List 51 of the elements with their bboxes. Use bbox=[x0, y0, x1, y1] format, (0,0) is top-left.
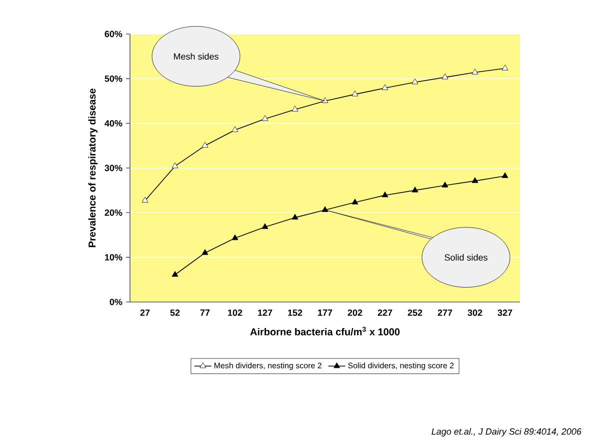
point bbox=[502, 172, 508, 178]
x-tick-label: 227 bbox=[378, 310, 392, 316]
x-tick-label: 127 bbox=[258, 310, 272, 316]
x-tick-label: 327 bbox=[498, 310, 512, 316]
point bbox=[172, 162, 178, 168]
point bbox=[382, 192, 388, 198]
text: Lago et.al., J Dairy Sci 89:4014, 2006 bbox=[432, 428, 582, 436]
point bbox=[442, 74, 448, 80]
y-axis-title: Prevalence of respiratory disease bbox=[88, 88, 98, 248]
point bbox=[262, 115, 268, 121]
point bbox=[412, 186, 418, 192]
point bbox=[322, 97, 328, 103]
x-tick-label: 202 bbox=[348, 310, 362, 316]
y-tick-label: 0% bbox=[110, 298, 122, 306]
point bbox=[232, 234, 238, 240]
x-tick-label: 152 bbox=[288, 310, 302, 316]
point bbox=[472, 68, 478, 74]
point bbox=[502, 64, 508, 70]
y-tick-label: 40% bbox=[104, 120, 122, 127]
point bbox=[232, 126, 238, 132]
point bbox=[442, 182, 448, 188]
point bbox=[262, 223, 268, 229]
annotation: Solid sides bbox=[444, 254, 488, 261]
x-tick-label: 277 bbox=[438, 310, 452, 316]
point bbox=[412, 78, 418, 84]
x-tick-label: 252 bbox=[408, 310, 422, 316]
point bbox=[292, 214, 298, 220]
point bbox=[472, 177, 478, 183]
point bbox=[382, 84, 388, 90]
x-tick-label: 27 bbox=[140, 310, 150, 316]
legend-label: Solid dividers, nesting score 2 bbox=[348, 362, 454, 370]
x-tick-label: 77 bbox=[200, 310, 210, 316]
y-tick-label: 10% bbox=[105, 254, 122, 261]
point bbox=[172, 271, 178, 277]
point bbox=[202, 142, 208, 148]
y-tick-label: 30% bbox=[104, 164, 122, 172]
point bbox=[352, 90, 358, 96]
y-tick-label: 50% bbox=[104, 75, 122, 82]
legend-label: Mesh dividers, nesting score 2 bbox=[214, 362, 322, 370]
y-tick-label: 60% bbox=[104, 30, 122, 38]
x-tick-label: 177 bbox=[318, 310, 332, 316]
y-tick-label: 20% bbox=[104, 209, 122, 216]
point bbox=[202, 249, 208, 255]
point bbox=[142, 196, 148, 203]
annotation: Mesh sides bbox=[174, 53, 218, 60]
point bbox=[352, 198, 358, 204]
x-tick-label: 302 bbox=[468, 310, 482, 316]
x-tick-label: 102 bbox=[228, 310, 242, 316]
point bbox=[292, 106, 298, 112]
x-tick-label: 52 bbox=[170, 310, 180, 316]
x-axis-title: Airborne bacteria cfu/m$^{3}$ x 1000 bbox=[250, 326, 400, 336]
